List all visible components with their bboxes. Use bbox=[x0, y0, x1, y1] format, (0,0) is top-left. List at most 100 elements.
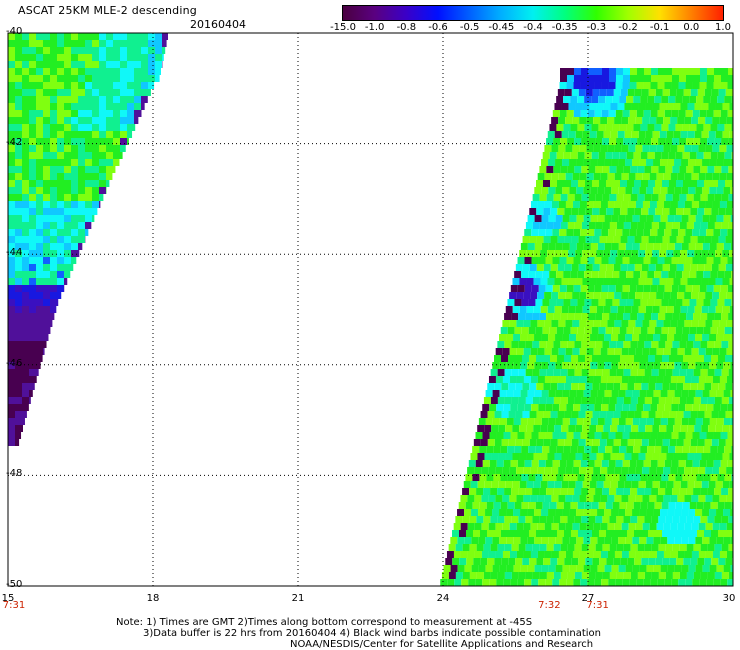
swath-cell bbox=[697, 89, 705, 96]
swath-cell bbox=[712, 292, 720, 299]
swath-cell bbox=[572, 173, 580, 180]
swath-cell bbox=[618, 390, 626, 397]
swath-cell bbox=[677, 376, 685, 383]
swath-cell bbox=[50, 201, 57, 208]
swath-cell bbox=[698, 320, 706, 327]
swath-cell bbox=[586, 467, 594, 474]
swath-cell bbox=[563, 446, 571, 453]
swath-cell bbox=[702, 565, 710, 572]
swath-cell bbox=[595, 138, 603, 145]
swath-cell bbox=[704, 439, 712, 446]
swath-cell bbox=[674, 509, 682, 516]
swath-cell bbox=[106, 124, 113, 131]
swath-cell bbox=[570, 474, 578, 481]
swath-cell bbox=[616, 572, 624, 579]
swath-cell bbox=[624, 481, 632, 488]
swath-cell bbox=[609, 138, 617, 145]
swath-cell bbox=[615, 82, 623, 89]
swath-cell bbox=[654, 299, 662, 306]
swath-cell bbox=[711, 236, 719, 243]
swath-cell bbox=[718, 264, 726, 271]
swath-cell bbox=[544, 551, 552, 558]
swath-cell bbox=[36, 327, 43, 334]
swath-cell bbox=[615, 257, 623, 264]
swath-cell bbox=[711, 558, 719, 565]
swath-cell bbox=[568, 306, 576, 313]
swath-cell bbox=[715, 131, 723, 138]
swath-cell bbox=[611, 390, 619, 397]
swath-cell bbox=[667, 334, 675, 341]
swath-cell bbox=[669, 355, 676, 362]
swath-cell bbox=[495, 523, 503, 530]
swath-cell bbox=[621, 523, 629, 530]
swath-cell bbox=[728, 516, 733, 523]
swath-cell bbox=[8, 390, 15, 397]
lat-label: -42 bbox=[6, 136, 23, 148]
swath-cell bbox=[588, 572, 596, 579]
swath-cell bbox=[614, 201, 622, 208]
swath-cell bbox=[538, 229, 546, 236]
swath-cell bbox=[640, 327, 648, 334]
swath-cell bbox=[683, 411, 691, 418]
swath-cell bbox=[660, 390, 668, 397]
swath-cell bbox=[463, 481, 471, 488]
swath-cell bbox=[593, 320, 601, 327]
swath-cell bbox=[616, 194, 624, 201]
swath-cell bbox=[660, 187, 668, 194]
swath-cell bbox=[693, 194, 701, 201]
swath-cell bbox=[474, 551, 482, 558]
swath-cell bbox=[614, 348, 622, 355]
swath-cell bbox=[664, 460, 672, 467]
swath-cell bbox=[541, 187, 549, 194]
swath-cell bbox=[22, 278, 29, 285]
swath-cell bbox=[564, 439, 572, 446]
swath-cell bbox=[589, 306, 597, 313]
swath-cell bbox=[15, 264, 22, 271]
swath-cell bbox=[635, 348, 643, 355]
swath-cell bbox=[514, 446, 522, 453]
swath-cell bbox=[29, 313, 36, 320]
swath-cell bbox=[573, 110, 581, 117]
swath-cell bbox=[517, 257, 525, 264]
swath-cell bbox=[556, 446, 564, 453]
swath-cell bbox=[544, 292, 552, 299]
swath-cell bbox=[642, 173, 650, 180]
swath-cell bbox=[650, 82, 658, 89]
swath-cell bbox=[570, 96, 578, 103]
swath-cell bbox=[728, 313, 733, 320]
swath-cell bbox=[22, 54, 29, 61]
swath-cell bbox=[565, 320, 573, 327]
swath-cell bbox=[628, 523, 636, 530]
swath-cell bbox=[15, 152, 22, 159]
swath-cell bbox=[148, 40, 155, 47]
swath-cell bbox=[478, 565, 486, 572]
swath-cell bbox=[469, 516, 477, 523]
swath-cell bbox=[723, 537, 731, 544]
swath-cell bbox=[15, 236, 22, 243]
swath-cell bbox=[723, 362, 731, 369]
swath-cell bbox=[36, 82, 43, 89]
swath-cell bbox=[644, 369, 652, 376]
swath-cell bbox=[670, 173, 678, 180]
swath-cell bbox=[595, 166, 603, 173]
swath-cell bbox=[513, 565, 521, 572]
colorbar bbox=[342, 5, 724, 21]
swath-cell bbox=[546, 369, 554, 376]
swath-cell bbox=[155, 61, 162, 68]
swath-cell bbox=[50, 82, 57, 89]
swath-cell bbox=[644, 397, 652, 404]
swath-cell bbox=[85, 103, 92, 110]
swath-cell bbox=[552, 579, 560, 586]
swath-cell bbox=[64, 250, 71, 257]
swath-cell bbox=[647, 446, 655, 453]
swath-cell bbox=[602, 68, 609, 75]
swath-cell bbox=[573, 257, 581, 264]
swath-cell bbox=[680, 131, 688, 138]
swath-cell bbox=[684, 201, 692, 208]
swath-cell bbox=[709, 215, 717, 222]
swath-cell bbox=[645, 481, 653, 488]
swath-cell bbox=[64, 278, 68, 285]
swath-cell bbox=[50, 187, 57, 194]
swath-cell bbox=[99, 173, 106, 180]
swath-cell bbox=[728, 75, 733, 82]
